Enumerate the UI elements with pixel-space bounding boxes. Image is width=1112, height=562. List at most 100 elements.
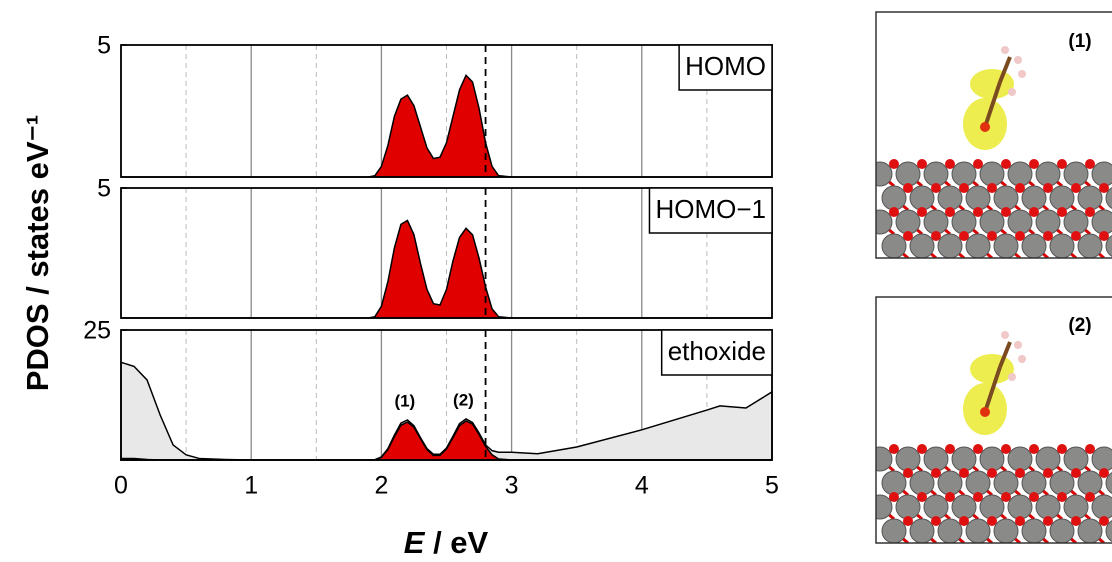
atom (1022, 186, 1046, 210)
atom (924, 162, 948, 186)
y-tick-label: 25 (83, 317, 111, 345)
atom (1064, 162, 1088, 186)
orbital (970, 354, 1014, 384)
atom (938, 471, 962, 495)
atom (1014, 56, 1022, 64)
atom (1022, 471, 1046, 495)
atom (1064, 210, 1088, 234)
atom (896, 447, 920, 471)
atom (1092, 162, 1112, 186)
atom (1064, 495, 1088, 519)
atom (952, 447, 976, 471)
atom (980, 122, 990, 132)
atom (1022, 234, 1046, 258)
atom (868, 162, 892, 186)
atom (882, 186, 906, 210)
atom (980, 495, 1004, 519)
atom (938, 234, 962, 258)
panel-label: HOMO−1 (655, 194, 766, 224)
atom (1001, 331, 1009, 339)
atom (1008, 373, 1016, 381)
atom (938, 519, 962, 543)
atom (1014, 341, 1022, 349)
page: {"chart_data": [ {"type": "area", "label… (0, 0, 1112, 562)
atom (868, 495, 892, 519)
atom (896, 162, 920, 186)
atom (994, 234, 1018, 258)
structure-label: (2) (1068, 315, 1091, 336)
x-axis-symbol: E (404, 525, 426, 560)
atom (1078, 471, 1102, 495)
structure-image (868, 331, 1112, 543)
atom (1018, 70, 1026, 78)
y-axis-label: PDOS / states eV⁻¹ (20, 115, 55, 392)
structure-label: (1) (1068, 31, 1091, 52)
atom (1078, 234, 1102, 258)
atom (924, 210, 948, 234)
atom (910, 519, 934, 543)
y-tick-label: 5 (97, 32, 111, 60)
x-axis-unit: / eV (424, 525, 488, 560)
atom (980, 210, 1004, 234)
figure: PDOS / states eV⁻¹ E / eV (1) (2) 5 HOMO 5… (0, 0, 1112, 562)
atom (1036, 447, 1060, 471)
x-tick-label: 2 (374, 472, 388, 500)
atom (966, 186, 990, 210)
atom (882, 234, 906, 258)
atom (952, 162, 976, 186)
atom (966, 519, 990, 543)
atom (994, 471, 1018, 495)
atom (938, 186, 962, 210)
atom (1008, 162, 1032, 186)
atom (1036, 210, 1060, 234)
x-tick-label: 1 (244, 472, 258, 500)
x-tick-label: 3 (505, 472, 519, 500)
atom (1078, 186, 1102, 210)
y-tick-label: 5 (97, 175, 111, 203)
panel-label: HOMO (685, 51, 766, 81)
atom (966, 234, 990, 258)
atom (980, 407, 990, 417)
atom (1008, 495, 1032, 519)
atom (952, 495, 976, 519)
atom (1064, 447, 1088, 471)
orbital (970, 69, 1014, 99)
atom (924, 447, 948, 471)
atom (966, 471, 990, 495)
x-tick-label: 4 (635, 472, 649, 500)
atom (1008, 210, 1032, 234)
x-tick-label: 5 (765, 472, 779, 500)
x-axis-label: E / eV (404, 525, 489, 560)
atom (952, 210, 976, 234)
annotation: (2) (453, 390, 474, 409)
atom (994, 186, 1018, 210)
atom (980, 447, 1004, 471)
atom (1050, 186, 1074, 210)
annotation: (1) (394, 391, 415, 410)
atom (1008, 447, 1032, 471)
atom (896, 210, 920, 234)
atom (868, 447, 892, 471)
atom (882, 519, 906, 543)
atom (1050, 519, 1074, 543)
atom (1092, 210, 1112, 234)
atom (910, 234, 934, 258)
atom (1008, 88, 1016, 96)
atom (1050, 234, 1074, 258)
atom (1036, 162, 1060, 186)
atom (910, 186, 934, 210)
atom (1018, 355, 1026, 363)
atom (924, 495, 948, 519)
atom (1022, 519, 1046, 543)
atom (1092, 447, 1112, 471)
atom (1050, 471, 1074, 495)
atom (896, 495, 920, 519)
atom (1036, 495, 1060, 519)
structure-image (868, 46, 1112, 258)
atom (980, 162, 1004, 186)
atom (882, 471, 906, 495)
atom (868, 210, 892, 234)
atom (994, 519, 1018, 543)
panel-label: ethoxide (668, 336, 766, 366)
atom (1078, 519, 1102, 543)
